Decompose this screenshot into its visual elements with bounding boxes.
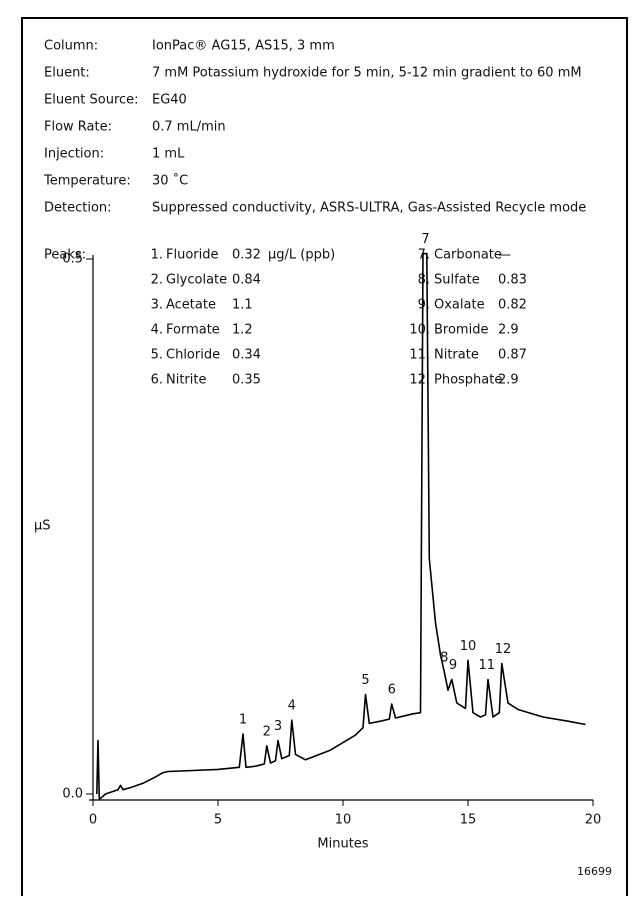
peak-label: 11: [478, 658, 495, 673]
condition-value: 7 mM Potassium hydroxide for 5 min, 5-12…: [152, 66, 582, 81]
peak-name: Nitrite: [166, 373, 207, 388]
peak-number: 12.: [409, 373, 430, 388]
peak-name: Acetate: [166, 298, 216, 313]
peak-name: Chloride: [166, 348, 220, 363]
peak-name: Glycolate: [166, 273, 227, 288]
peak-label: 8: [440, 651, 448, 666]
x-tick-label: 10: [335, 813, 352, 828]
peak-concentration: 0.83: [498, 273, 527, 288]
x-tick-label: 20: [585, 813, 602, 828]
peak-number: 7.: [418, 248, 430, 263]
y-tick-label: 0.5: [62, 252, 83, 267]
peak-number: 2.: [151, 273, 163, 288]
x-tick-label: 15: [460, 813, 477, 828]
peak-name: Nitrate: [434, 348, 479, 363]
peak-label: 4: [288, 699, 296, 714]
peak-number: 5.: [151, 348, 163, 363]
condition-value: IonPac® AG15, AS15, 3 mm: [152, 39, 335, 54]
peak-concentration: 0.84: [232, 273, 261, 288]
peaks-label: Peaks:: [44, 248, 86, 263]
peak-concentration: 1.1: [232, 298, 253, 313]
peak-label: 9: [449, 658, 457, 673]
peak-concentration: 2.9: [498, 373, 519, 388]
condition-label: Temperature:: [43, 174, 131, 189]
peak-concentration: 1.2: [232, 323, 253, 338]
condition-value: EG40: [152, 93, 187, 108]
peak-concentration: 0.82: [498, 298, 527, 313]
peak-number: 9.: [418, 298, 430, 313]
x-tick-label: 0: [89, 813, 97, 828]
condition-value: Suppressed conductivity, ASRS-ULTRA, Gas…: [152, 201, 586, 216]
condition-value: 1 mL: [152, 147, 185, 162]
condition-label: Eluent Source:: [44, 93, 139, 108]
peak-label: 3: [274, 719, 282, 734]
peak-number: 11.: [409, 348, 430, 363]
peak-label: 6: [388, 683, 396, 698]
condition-value: 0.7 mL/min: [152, 120, 226, 135]
chromatogram-trace: [96, 252, 586, 801]
peak-label: 12: [495, 642, 512, 657]
peak-concentration: 0.34: [232, 348, 261, 363]
peak-label: 1: [239, 713, 247, 728]
peak-label: 5: [361, 673, 369, 688]
peak-number: 3.: [151, 298, 163, 313]
x-axis-label: Minutes: [317, 837, 368, 852]
peak-name: Bromide: [434, 323, 488, 338]
peak-number: 4.: [151, 323, 163, 338]
peak-name: Sulfate: [434, 273, 480, 288]
peak-concentration: 0.32: [232, 248, 261, 263]
y-axis-label: µS: [34, 519, 51, 534]
condition-label: Eluent:: [44, 66, 90, 81]
peak-number: 1.: [151, 248, 163, 263]
peak-name: Oxalate: [434, 298, 485, 313]
peak-concentration: 0.87: [498, 348, 527, 363]
peak-number: 6.: [151, 373, 163, 388]
peak-name: Fluoride: [166, 248, 219, 263]
peak-label: 7: [421, 232, 429, 247]
peak-concentration: —: [498, 248, 511, 263]
peak-name: Phosphate: [434, 373, 502, 388]
figure-id: 16699: [577, 865, 612, 878]
peak-name: Formate: [166, 323, 220, 338]
peaks-units: µg/L (ppb): [268, 248, 335, 263]
peak-label: 2: [263, 724, 271, 739]
frame: [21, 17, 628, 900]
condition-label: Injection:: [44, 147, 104, 162]
y-tick-label: 0.0: [62, 787, 83, 802]
peak-label: 10: [460, 639, 477, 654]
peak-concentration: 0.35: [232, 373, 261, 388]
condition-label: Flow Rate:: [44, 120, 112, 135]
peak-number: 8.: [418, 273, 430, 288]
x-tick-label: 5: [214, 813, 222, 828]
peak-concentration: 2.9: [498, 323, 519, 338]
condition-label: Detection:: [44, 201, 112, 216]
peak-name: Carbonate: [434, 248, 502, 263]
condition-value: 30 ˚C: [152, 173, 188, 189]
condition-label: Column:: [44, 39, 98, 54]
peak-number: 10.: [409, 323, 430, 338]
